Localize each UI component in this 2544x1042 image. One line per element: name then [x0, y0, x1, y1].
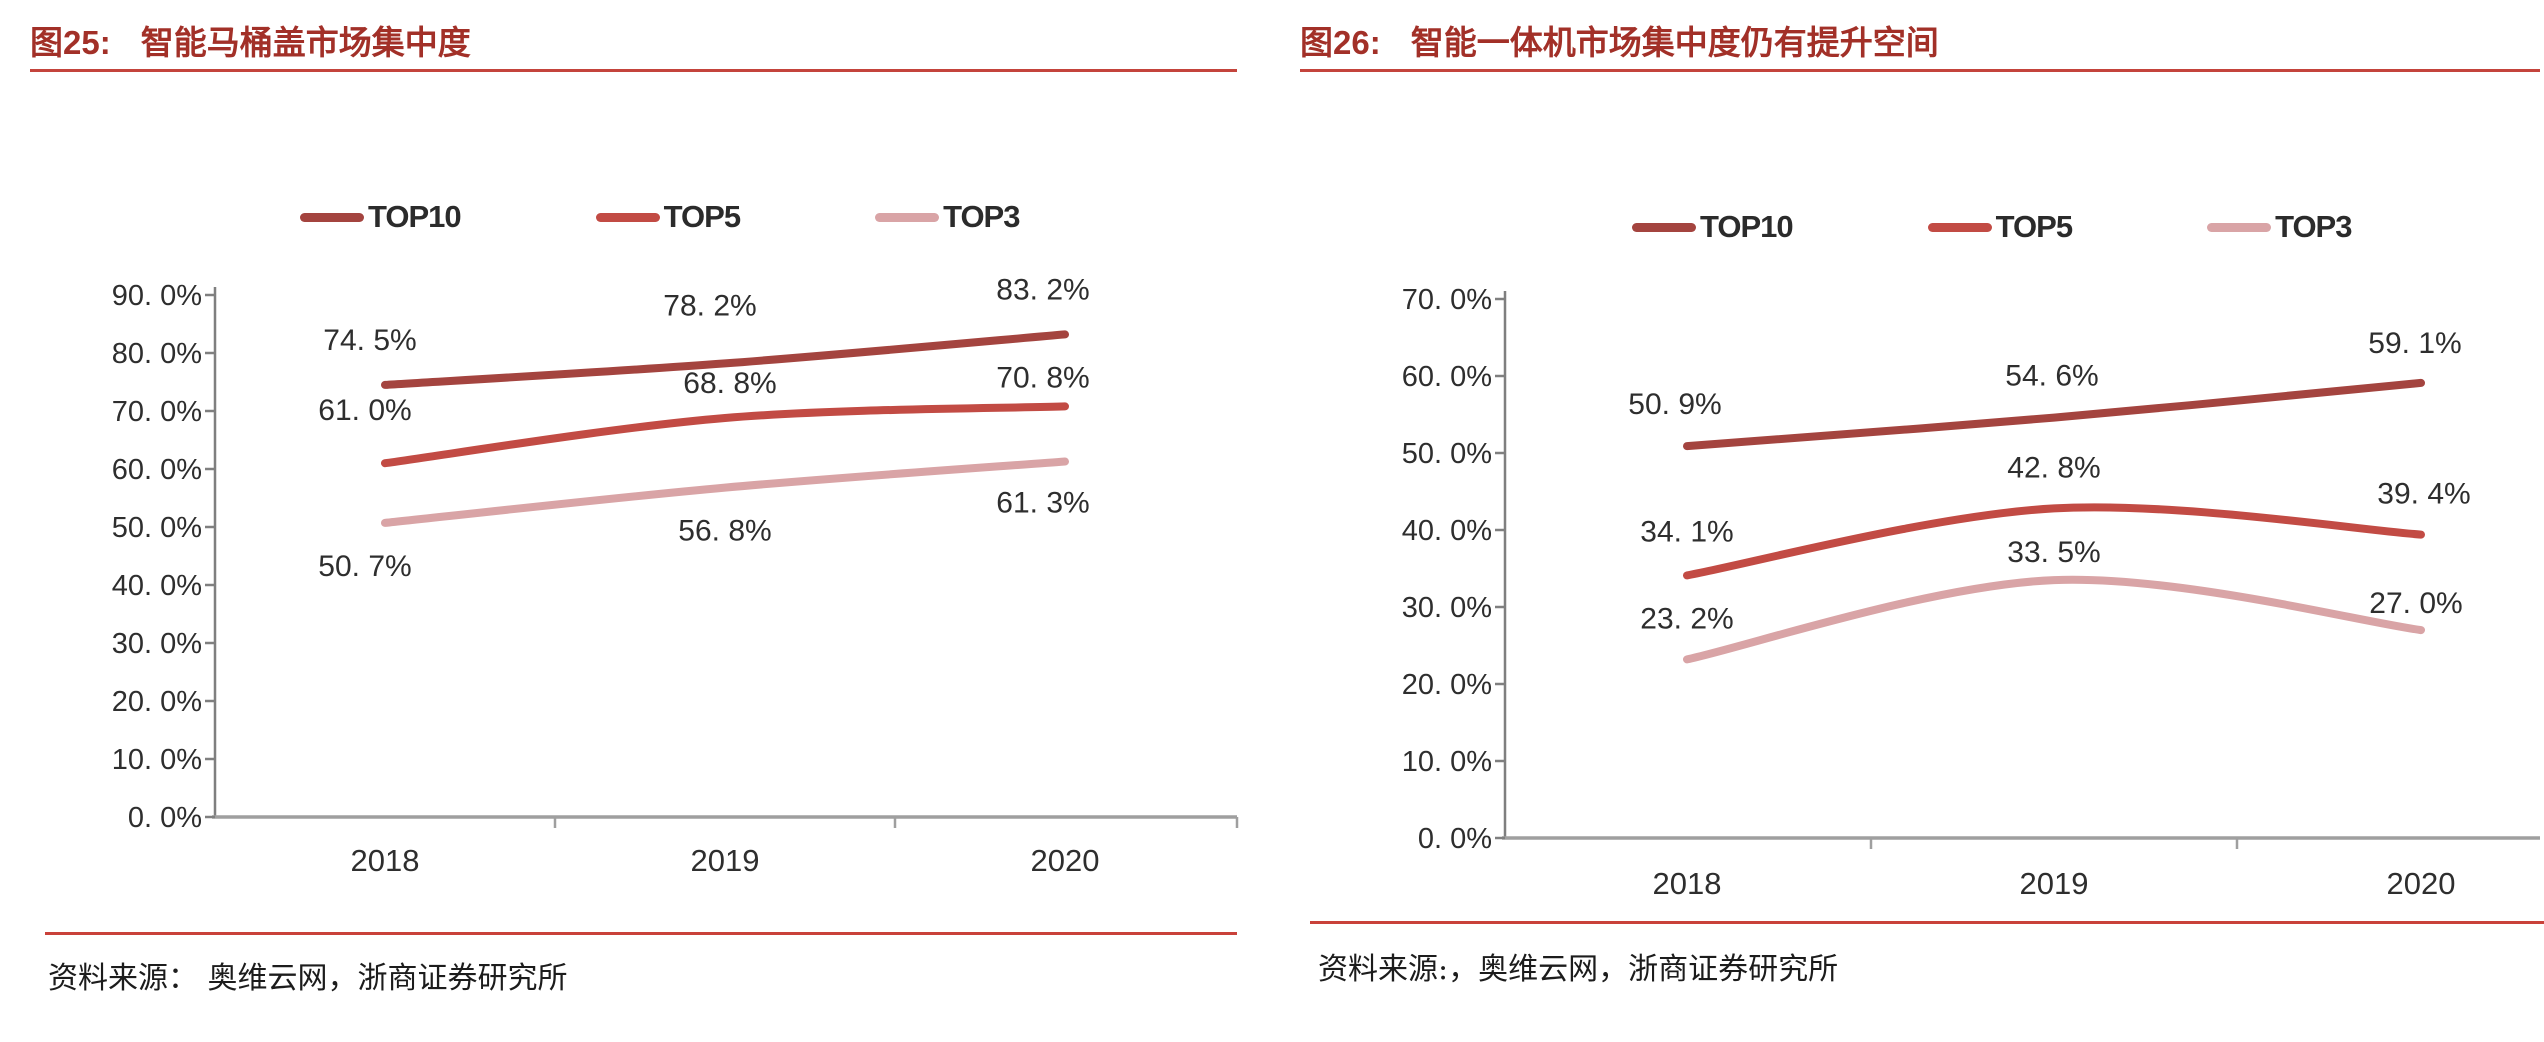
y-tick-label: 70. 0% [1402, 284, 1492, 316]
y-tick-label: 20. 0% [1402, 669, 1492, 701]
line-chart: 0. 0% 10. 0% 20. 0% 30. 0% 40. 0% 50. 0% 60. 0… [112, 273, 1239, 878]
y-tick-label: 60. 0% [112, 454, 202, 486]
y-tick-label: 60. 0% [1402, 361, 1492, 393]
y-tick-label: 70. 0% [112, 396, 202, 428]
legend-swatch-top3-icon [2207, 222, 2272, 232]
title-rule [1300, 69, 2540, 72]
data-label: 54. 6% [2005, 360, 2098, 393]
source-note: 资料来源:，奥维云网，浙商证券研究所 [1318, 952, 1839, 987]
legend-label-top10: TOP10 [1700, 209, 1794, 244]
series-top10: 74. 5% 78. 2% 83. 2% [323, 273, 1090, 389]
series-top10: 50. 9% 54. 6% 59. 1% [1628, 327, 2462, 451]
y-tick-label: 30. 0% [1402, 592, 1492, 624]
axes: 0. 0% 10. 0% 20. 0% 30. 0% 40. 0% 50. 0% 60. 0… [112, 280, 1239, 878]
legend-item-top10: TOP10 [1632, 209, 1794, 245]
figure-title: 智能一体机市场集中度仍有提升空间 [1410, 24, 1939, 61]
data-label: 59. 1% [2368, 327, 2461, 360]
y-tick-label: 50. 0% [112, 512, 202, 544]
x-category-label: 2020 [2387, 866, 2456, 901]
x-category-label: 2020 [1031, 843, 1100, 878]
source-note: 资料来源： 奥维云网，浙商证券研究所 [48, 961, 568, 996]
data-label: 61. 0% [318, 394, 411, 427]
y-tick-label: 40. 0% [112, 570, 202, 602]
legend-item-top3: TOP3 [875, 199, 1020, 235]
figure-25: 图25: 智能马桶盖市场集中度 TOP10 TOP5 TOP3 0. 0% 10. … [30, 16, 1239, 996]
legend-item-top3: TOP3 [2207, 209, 2352, 245]
figure-separator [45, 932, 1237, 935]
legend: TOP10 TOP5 TOP3 [1632, 209, 2352, 245]
data-label: 78. 2% [663, 289, 756, 322]
legend-label-top5: TOP5 [1995, 209, 2073, 244]
figure-26: 图26: 智能一体机市场集中度仍有提升空间 TOP10 TOP5 TOP3 0. … [1272, 0, 2544, 1042]
data-label: 27. 0% [2369, 587, 2462, 620]
data-label: 83. 2% [996, 273, 1089, 306]
figure-caption: 图25: 智能马桶盖市场集中度 [30, 16, 471, 64]
data-label: 50. 9% [1628, 388, 1721, 421]
x-category-label: 2018 [1653, 866, 1722, 901]
data-label: 23. 2% [1640, 602, 1733, 635]
data-label: 74. 5% [323, 324, 416, 357]
data-label: 39. 4% [2377, 478, 2470, 511]
data-label: 70. 8% [996, 361, 1089, 394]
y-tick-label: 40. 0% [1402, 515, 1492, 547]
data-label: 68. 8% [683, 367, 776, 400]
legend-label-top10: TOP10 [368, 199, 462, 234]
legend-swatch-top5-icon [595, 212, 660, 222]
figure-separator [1310, 921, 2544, 924]
legend-label-top3: TOP3 [2275, 209, 2352, 244]
data-label: 50. 7% [318, 550, 411, 583]
legend-swatch-top5-icon [1927, 222, 1992, 232]
axes: 0. 0% 10. 0% 20. 0% 30. 0% 40. 0% 50. 0% 60. 0… [1402, 284, 2540, 901]
y-tick-label: 80. 0% [112, 338, 202, 370]
legend-item-top5: TOP5 [595, 199, 741, 235]
figure-title: 智能马桶盖市场集中度 [140, 24, 471, 61]
data-label: 33. 5% [2007, 536, 2100, 569]
data-label: 34. 1% [1640, 515, 1733, 548]
series-top5: 34. 1% 42. 8% 39. 4% [1640, 451, 2471, 580]
y-tick-label: 30. 0% [112, 628, 202, 660]
y-tick-label: 10. 0% [1402, 746, 1492, 778]
line-chart: 0. 0% 10. 0% 20. 0% 30. 0% 40. 0% 50. 0% 60. 0… [1402, 284, 2540, 901]
series-top3: 50. 7% 56. 8% 61. 3% [318, 457, 1090, 583]
y-tick-label: 0. 0% [128, 802, 202, 834]
title-rule [30, 69, 1237, 72]
legend-label-top3: TOP3 [943, 199, 1020, 234]
series-top3: 23. 2% 33. 5% 27. 0% [1640, 536, 2463, 664]
legend-swatch-top3-icon [875, 212, 940, 222]
legend-label-top5: TOP5 [663, 199, 741, 234]
figure-number: 图26: [1300, 24, 1381, 61]
y-tick-label: 50. 0% [1402, 438, 1492, 470]
y-tick-label: 10. 0% [112, 744, 202, 776]
legend-item-top10: TOP10 [300, 199, 462, 235]
legend-swatch-top10-icon [1632, 222, 1696, 232]
figure-number: 图25: [30, 24, 111, 61]
data-label: 61. 3% [996, 487, 1089, 520]
data-label: 56. 8% [678, 515, 771, 548]
x-category-label: 2019 [2020, 866, 2089, 901]
data-label: 42. 8% [2007, 451, 2100, 484]
legend-swatch-top10-icon [300, 212, 364, 222]
y-tick-label: 20. 0% [112, 686, 202, 718]
legend-item-top5: TOP5 [1927, 209, 2073, 245]
figure-caption: 图26: 智能一体机市场集中度仍有提升空间 [1300, 16, 1939, 64]
y-tick-label: 0. 0% [1418, 823, 1492, 855]
series-top5: 61. 0% 68. 8% 70. 8% [318, 361, 1090, 468]
legend: TOP10 TOP5 TOP3 [300, 199, 1020, 235]
x-category-label: 2019 [691, 843, 760, 878]
y-tick-label: 90. 0% [112, 280, 202, 312]
x-category-label: 2018 [351, 843, 420, 878]
